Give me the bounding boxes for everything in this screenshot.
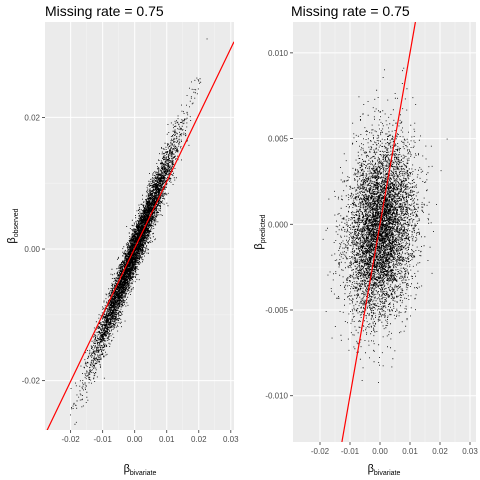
point-cloud xyxy=(70,38,208,425)
x-axis-ticks: -0.02 -0.01 0.00 0.01 0.02 0.03 xyxy=(311,442,478,456)
x-tick-label: -0.02 xyxy=(311,447,330,456)
scatter-points xyxy=(322,67,448,383)
x-tick-label: 0.03 xyxy=(223,435,239,444)
y-tick-label: 0.010 xyxy=(268,49,289,58)
x-tick-label: 0.03 xyxy=(462,447,478,456)
grid-minor xyxy=(293,22,476,442)
y-axis-label: βpredicted xyxy=(253,214,267,249)
x-tick-label: 0.01 xyxy=(402,447,418,456)
y-axis-ticks: -0.010 -0.005 0.000 0.005 0.010 xyxy=(265,49,293,401)
x-tick-label: 0.00 xyxy=(127,435,143,444)
y-tick-label: 0.00 xyxy=(24,245,40,254)
y-tick-label: -0.005 xyxy=(265,306,288,315)
x-tick-label: 0.02 xyxy=(191,435,207,444)
x-tick-label: 0.02 xyxy=(432,447,448,456)
y-axis-ticks: -0.02 0.00 0.02 xyxy=(22,113,45,386)
chart-title: Missing rate = 0.75 xyxy=(45,3,164,19)
x-tick-label: 0.00 xyxy=(372,447,388,456)
y-tick-label: -0.010 xyxy=(265,392,288,401)
y-tick-label: 0.000 xyxy=(268,220,289,229)
chart-observed-vs-bivariate: Missing rate = 0.75 -0.02 -0.01 0.00 0.01 0.… xyxy=(6,3,239,477)
x-axis-label: βbivariate xyxy=(124,463,157,477)
x-axis-label: βbivariate xyxy=(368,463,401,477)
x-tick-label: -0.01 xyxy=(341,447,360,456)
fit-line xyxy=(46,41,234,430)
grid-major xyxy=(293,22,476,442)
scatter-points xyxy=(70,38,208,425)
y-tick-label: -0.02 xyxy=(22,377,41,386)
fit-line xyxy=(341,22,416,442)
chart-title: Missing rate = 0.75 xyxy=(291,3,410,19)
chart-predicted-vs-bivariate: Missing rate = 0.75 -0.02 -0.01 0.00 0.01 0.… xyxy=(253,3,478,477)
point-cloud xyxy=(322,67,448,383)
y-tick-label: 0.02 xyxy=(24,113,40,122)
y-tick-label: 0.005 xyxy=(268,135,289,144)
x-tick-label: -0.01 xyxy=(94,435,113,444)
x-tick-label: -0.02 xyxy=(62,435,81,444)
x-tick-label: 0.01 xyxy=(159,435,175,444)
y-axis-label: βobserved xyxy=(6,208,20,243)
x-axis-ticks: -0.02 -0.01 0.00 0.01 0.02 0.03 xyxy=(62,430,239,444)
